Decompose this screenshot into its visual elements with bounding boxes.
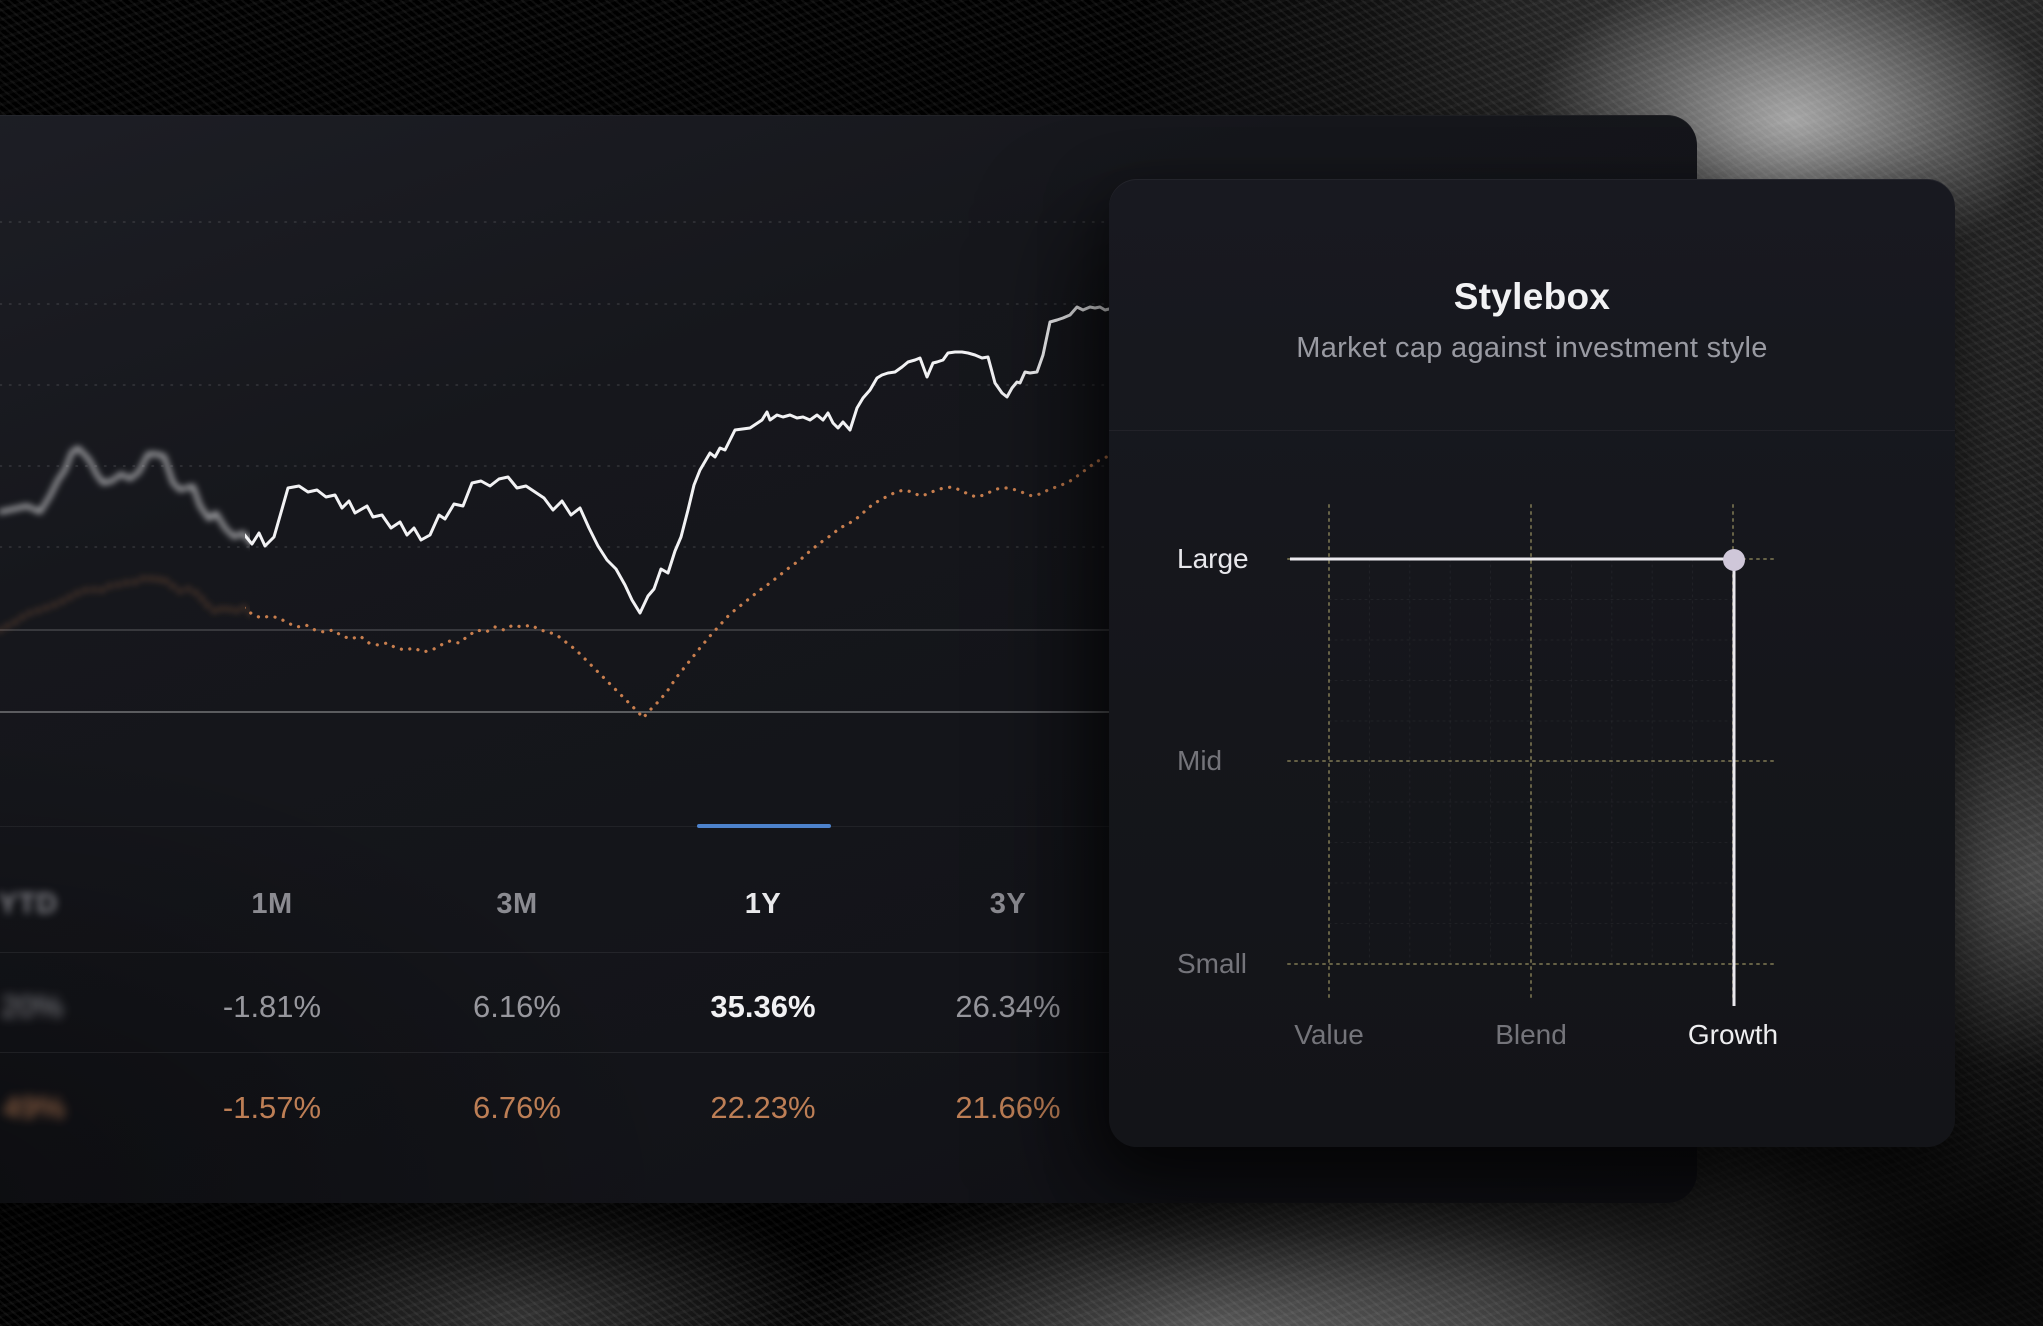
period-tab-1m[interactable]: 1M bbox=[251, 888, 293, 920]
tabs-top-border bbox=[0, 826, 1109, 827]
period-tab-ytd[interactable]: YTD bbox=[0, 888, 58, 920]
stylebox-title: Stylebox bbox=[1453, 276, 1611, 317]
style-label-blend: Blend bbox=[1495, 1019, 1567, 1050]
cap-label-mid: Mid bbox=[1177, 745, 1223, 776]
row-divider bbox=[0, 1052, 1109, 1053]
benchmark-return-ytd: 49% bbox=[2, 1090, 66, 1125]
primary-return-1y: 35.36% bbox=[710, 989, 816, 1024]
benchmark-return-1y: 22.23% bbox=[710, 1090, 816, 1125]
period-tab-3y[interactable]: 3Y bbox=[989, 888, 1027, 920]
stylebox-card: Stylebox Market cap against investment s… bbox=[1109, 179, 1955, 1147]
benchmark-return-3y: 21.66% bbox=[955, 1090, 1061, 1125]
primary-return-1m: -1.81% bbox=[222, 989, 322, 1024]
period-tab-1y[interactable]: 1Y bbox=[744, 888, 782, 920]
style-label-growth: Growth bbox=[1687, 1019, 1779, 1050]
row-divider bbox=[0, 952, 1109, 953]
cap-label-large: Large bbox=[1177, 543, 1249, 574]
chart-series-blurred-edge bbox=[0, 446, 250, 632]
active-tab-indicator bbox=[697, 824, 831, 828]
primary-return-3y: 26.34% bbox=[955, 989, 1061, 1024]
stylebox-selection-dot bbox=[1723, 549, 1745, 571]
primary-return-3m: 6.16% bbox=[473, 989, 561, 1024]
benchmark-return-1m: -1.57% bbox=[222, 1090, 322, 1125]
benchmark-return-3m: 6.76% bbox=[473, 1090, 561, 1125]
chart-gridlines bbox=[0, 221, 1110, 713]
stylebox-grid bbox=[1287, 504, 1776, 1006]
stylebox-subtitle: Market cap against investment style bbox=[1296, 332, 1768, 364]
style-label-value: Value bbox=[1294, 1019, 1364, 1050]
primary-return-ytd: 20% bbox=[0, 989, 64, 1024]
stylebox-divider bbox=[1109, 430, 1955, 431]
cap-label-small: Small bbox=[1177, 948, 1248, 979]
period-tab-3m[interactable]: 3M bbox=[496, 888, 538, 920]
chart-series bbox=[245, 305, 1111, 720]
